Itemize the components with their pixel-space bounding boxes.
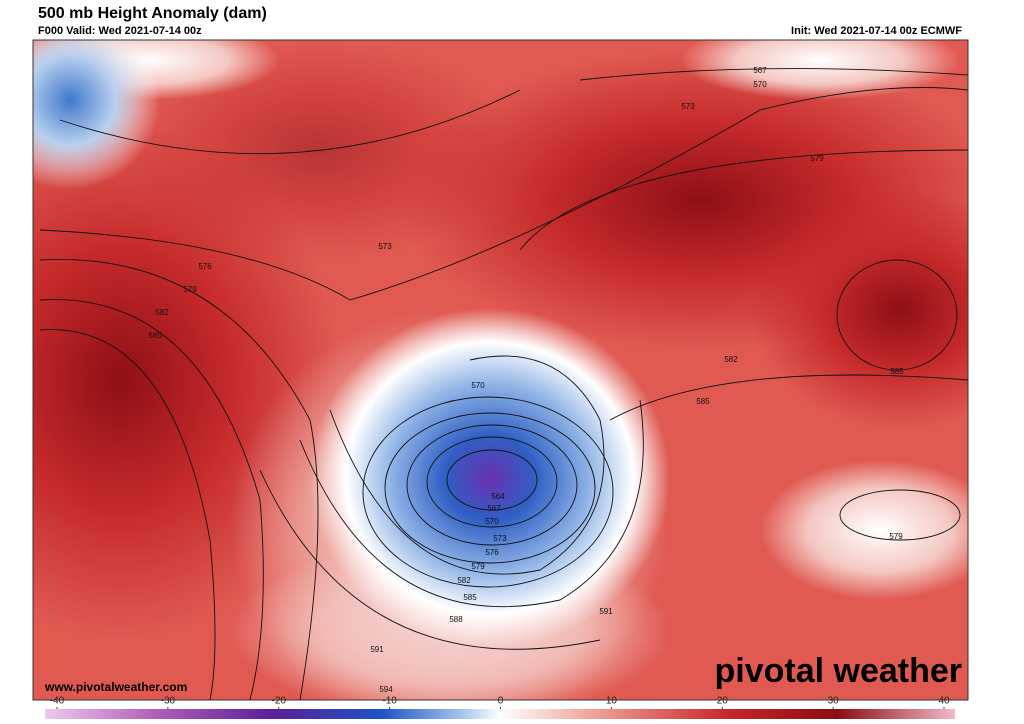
- contour-label: 594: [379, 685, 393, 694]
- colorbar-tick-label: 40: [938, 696, 950, 707]
- contour-label: 585: [463, 593, 477, 602]
- colorbar-tick-label: 0: [498, 696, 504, 707]
- contour-label: 576: [198, 262, 212, 271]
- valid-time: F000 Valid: Wed 2021-07-14 00z: [38, 25, 202, 37]
- colorbar-tick-label: 30: [828, 696, 840, 707]
- contour-label: 585: [890, 367, 904, 376]
- contour-label: 585: [696, 397, 710, 406]
- contour-label: 573: [681, 102, 695, 111]
- map-area: [33, 40, 968, 700]
- contour-label: 573: [378, 242, 392, 251]
- contour-label: 585: [148, 331, 162, 340]
- colorbar-tick-label: -10: [382, 696, 397, 707]
- contour-label: 582: [155, 308, 169, 317]
- contour-label: 570: [753, 80, 767, 89]
- colorbar-tick-label: 10: [606, 696, 618, 707]
- map-title: 500 mb Height Anomaly (dam): [38, 5, 267, 22]
- contour-label: 579: [183, 285, 197, 294]
- init-time: Init: Wed 2021-07-14 00z ECMWF: [791, 25, 962, 37]
- contour-label: 579: [471, 562, 485, 571]
- colorbar-tick-label: -40: [50, 696, 65, 707]
- logo: pivotal weather: [714, 652, 962, 690]
- contour-label: 579: [889, 532, 903, 541]
- colorbar-tick-label: -30: [161, 696, 176, 707]
- contour-label: 564: [491, 492, 505, 501]
- contour-label: 591: [599, 607, 613, 616]
- contour-label: 570: [485, 517, 499, 526]
- contour-label: 582: [724, 355, 738, 364]
- contour-label: 576: [485, 548, 499, 557]
- website: www.pivotalweather.com: [44, 680, 187, 694]
- contour-label: 567: [753, 66, 767, 75]
- contour-label: 582: [457, 576, 471, 585]
- colorbar-tick-label: 20: [717, 696, 729, 707]
- contour-label: 573: [493, 534, 507, 543]
- colorbar-tick-label: -20: [272, 696, 287, 707]
- contour-label: 591: [370, 645, 384, 654]
- contour-label: 588: [449, 615, 463, 624]
- contour-label: 570: [471, 381, 485, 390]
- colorbar: [45, 709, 955, 719]
- contour-label: 567: [487, 504, 501, 513]
- contour-label: 579: [810, 154, 824, 163]
